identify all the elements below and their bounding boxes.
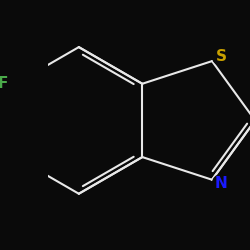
Text: N: N [215, 176, 228, 191]
Circle shape [212, 48, 230, 65]
Circle shape [212, 175, 230, 192]
Text: F: F [0, 76, 8, 91]
Circle shape [0, 75, 11, 92]
Text: S: S [216, 49, 227, 64]
